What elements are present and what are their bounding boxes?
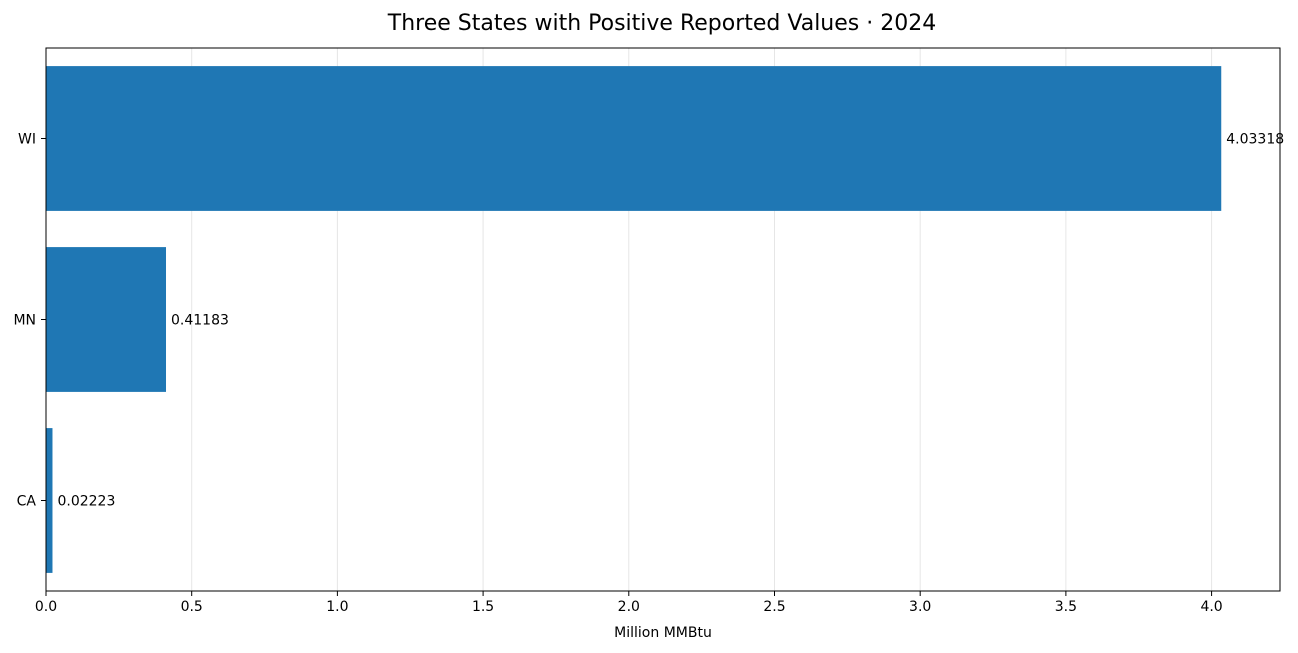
x-tick-label: 0.5 [181, 599, 203, 615]
bar-wi [46, 66, 1222, 211]
x-tick-label: 3.5 [1055, 599, 1077, 615]
x-tick-label: 2.0 [618, 599, 640, 615]
bars [46, 66, 1222, 573]
bar-mn [46, 247, 167, 392]
x-tick-label: 3.0 [909, 599, 931, 615]
data-label-mn: 0.41183 [171, 313, 229, 329]
x-tick-label: 1.5 [472, 599, 494, 615]
y-tick-label-wi: WI [18, 132, 36, 148]
y-tick-label-ca: CA [17, 494, 37, 510]
y-axis: WI MN CA [13, 132, 46, 510]
data-label-wi: 4.03318 [1226, 132, 1284, 148]
y-tick-label-mn: MN [13, 313, 36, 329]
bar-ca [46, 428, 53, 573]
x-tick-label: 1.0 [326, 599, 348, 615]
data-label-ca: 0.02223 [57, 494, 115, 510]
chart-title: Three States with Positive Reported Valu… [387, 11, 936, 36]
x-tick-label: 0.0 [35, 599, 57, 615]
x-tick-label: 2.5 [763, 599, 785, 615]
x-tick-label: 4.0 [1200, 599, 1222, 615]
data-labels: 4.03318 0.41183 0.02223 [57, 132, 1284, 510]
x-axis: 0.0 0.5 1.0 1.5 2.0 2.5 3.0 3.5 4.0 [35, 591, 1223, 615]
x-axis-label: Million MMBtu [614, 625, 712, 641]
